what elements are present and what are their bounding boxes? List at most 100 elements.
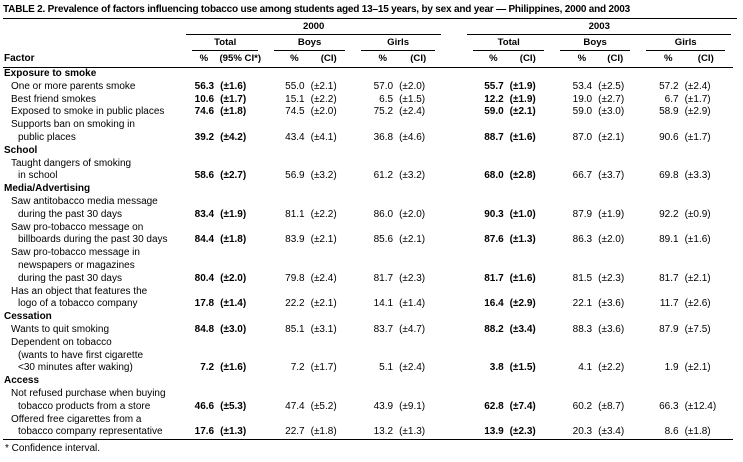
ci-value: (±1.8) — [310, 426, 337, 438]
pct-value: 83.9 — [285, 234, 305, 246]
pct-value: 55.0 — [285, 80, 305, 92]
section-label: Media/Advertising — [4, 183, 91, 195]
ci-value: (±2.4) — [684, 80, 711, 92]
pct-value: 74.6 — [194, 106, 215, 118]
ci-value: (±3.6) — [598, 323, 625, 335]
ci-value: (±2.1) — [598, 131, 625, 143]
col-2003-boys: Boys — [552, 35, 638, 51]
ci-value: (±1.3) — [509, 234, 536, 246]
pct-value: 6.7 — [664, 93, 679, 105]
pct-value: 55.7 — [484, 80, 504, 92]
pct-value: 1.9 — [664, 362, 679, 374]
ci-value: (±7.4) — [509, 400, 536, 412]
ci-value: (±1.7) — [684, 93, 711, 105]
factor-label-line: billboards during the past 30 days — [18, 234, 168, 246]
ci-value: (±1.7) — [310, 362, 337, 374]
ci-value: (±2.7) — [598, 93, 625, 105]
pct-value: 61.2 — [373, 170, 394, 182]
total-2003-label: Total — [473, 35, 544, 51]
pct-value: 69.8 — [659, 170, 679, 182]
pct-value: 86.3 — [572, 234, 593, 246]
table-row: Wants to quit smoking 84.8 (±3.0) 85.1 (±3.1… — [3, 324, 733, 337]
table-row: Offered free cigarettes from a tobacco co… — [3, 414, 733, 440]
pct-value: 7.2 — [200, 362, 215, 374]
pct-value: 13.2 — [373, 426, 394, 438]
table-row: Has an object that features the logo of a… — [3, 286, 733, 312]
ci-value: (±1.9) — [220, 208, 247, 220]
total-2000-label: Total — [191, 35, 259, 51]
pct-value: 12.2 — [484, 93, 504, 105]
ci-value: (±4.1) — [310, 131, 337, 143]
pct-value: 85.1 — [285, 323, 305, 335]
factor-label: Wants to quit smoking — [3, 324, 184, 337]
ci-value: (±3.0) — [220, 323, 247, 335]
factor-label-line: Exposed to smoke in public places — [11, 106, 165, 118]
factor-label: Best friend smokes — [3, 94, 184, 107]
year-header-row: Factor 2000 2003 — [3, 20, 733, 64]
ci-value: (±2.4) — [310, 272, 337, 284]
ci-value: (±1.6) — [509, 272, 536, 284]
pct-value: 53.4 — [572, 80, 593, 92]
pct-value: 16.4 — [484, 298, 504, 310]
column-gap — [443, 158, 465, 184]
table-row: Saw pro-tobacco message on billboards dur… — [3, 222, 733, 248]
girls-2000-label: Girls — [360, 35, 436, 51]
ci-value: (±2.0) — [399, 208, 426, 220]
pct-value: 57.2 — [659, 80, 679, 92]
factor-label-line: Taught dangers of smoking — [11, 157, 132, 169]
ci-value: (±2.0) — [598, 234, 625, 246]
factor-label: Dependent on tobacco (wants to have first… — [3, 337, 184, 375]
ci-header: (CI) — [320, 53, 337, 64]
pct-value: 68.0 — [484, 170, 504, 182]
ci-value: (±1.7) — [684, 131, 711, 143]
pct-value: 59.0 — [484, 106, 504, 118]
pct-value: 60.2 — [572, 400, 593, 412]
pct-value: 81.7 — [484, 272, 504, 284]
col-2003-total: Total — [465, 35, 551, 51]
factor-label: Saw antitobacco media message during the … — [3, 196, 184, 222]
pct-value: 90.3 — [484, 208, 504, 220]
ci-value: (±0.9) — [684, 208, 711, 220]
ci-value: (±1.8) — [684, 426, 711, 438]
factor-label: Supports ban on smoking in public places — [3, 119, 184, 145]
column-gap — [443, 119, 465, 145]
pct-value: 83.7 — [373, 323, 394, 335]
column-gap — [443, 94, 465, 107]
factor-label: Exposed to smoke in public places — [3, 106, 184, 119]
pct-value: 88.3 — [572, 323, 593, 335]
ci-value: (±2.9) — [684, 106, 711, 118]
pct-value: 66.7 — [572, 170, 593, 182]
ci-value: (±2.4) — [399, 362, 426, 374]
ci-value: (±2.1) — [684, 362, 711, 374]
pct-value: 81.7 — [373, 272, 394, 284]
pct-value: 56.9 — [285, 170, 305, 182]
pct-value: 59.0 — [572, 106, 593, 118]
pct-value: 75.2 — [373, 106, 394, 118]
year-2000-label: 2000 — [185, 20, 442, 35]
column-gap — [443, 324, 465, 337]
ci-value: (±2.6) — [684, 298, 711, 310]
factor-label: Saw pro-tobacco message on billboards dur… — [3, 222, 184, 248]
ci-value: (±1.0) — [509, 208, 536, 220]
column-gap — [443, 337, 465, 375]
section-label: Cessation — [4, 311, 52, 323]
pct-header: % — [664, 53, 673, 64]
table-body: Exposure to smoke One or more parents smo… — [3, 68, 733, 440]
section-row: Exposure to smoke — [3, 68, 733, 81]
pct-value: 4.1 — [578, 362, 593, 374]
pct-value: 86.0 — [373, 208, 394, 220]
column-gap — [443, 222, 465, 248]
section-label: School — [4, 144, 38, 156]
pct-value: 22.1 — [572, 298, 593, 310]
ci-header: (CI) — [607, 53, 624, 64]
ci-value: (±1.4) — [399, 298, 426, 310]
ci-value: (±1.5) — [509, 362, 536, 374]
year-2003-label: 2003 — [467, 20, 731, 35]
table-row: Not refused purchase when buying tobacco … — [3, 388, 733, 414]
factor-label-line: during the past 30 days — [18, 208, 122, 220]
ci-value: (±2.2) — [310, 208, 337, 220]
ci-value: (±2.1) — [310, 80, 337, 92]
section-row: Cessation — [3, 311, 733, 324]
pct-value: 17.8 — [194, 298, 215, 310]
table-title: TABLE 2. Prevalence of factors influenci… — [3, 4, 737, 19]
